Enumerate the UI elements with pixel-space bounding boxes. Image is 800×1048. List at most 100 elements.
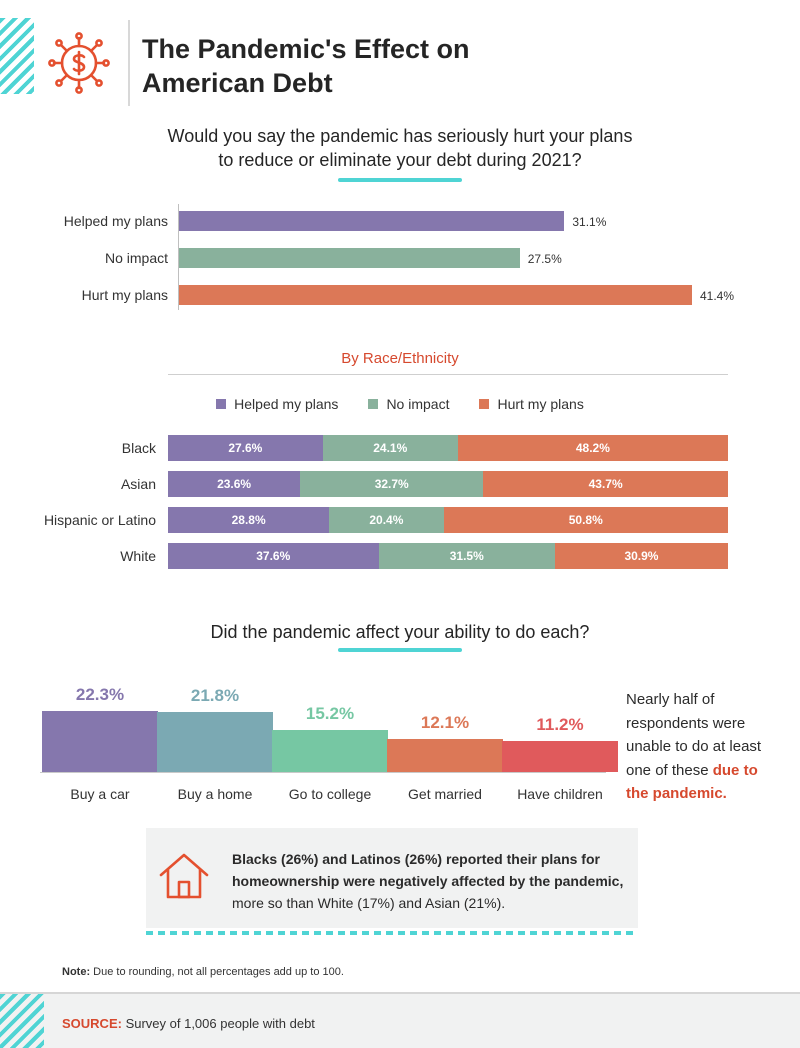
chart3-value-label: 22.3% xyxy=(75,685,125,704)
chart1-bar xyxy=(179,248,520,268)
chart3-bar xyxy=(387,738,503,772)
side-note-line-2: respondents were xyxy=(626,714,746,732)
virus-dollar-icon xyxy=(48,32,110,94)
chart3-bar xyxy=(157,712,273,772)
chart3-category-label: Get married xyxy=(408,786,482,802)
legend-label-no-impact: No impact xyxy=(386,396,450,412)
chart3-question: Did the pandemic affect your ability to … xyxy=(210,622,590,642)
race-category-label: Asian xyxy=(120,476,156,492)
callout-box xyxy=(146,828,638,928)
chart1-category-label: Hurt my plans xyxy=(81,287,168,303)
race-bar-segment: 48.2% xyxy=(457,435,728,461)
legend-swatch-helped xyxy=(216,399,227,409)
race-bar-segment: 24.1% xyxy=(322,435,458,461)
race-segment-value-label: 24.1% xyxy=(373,441,408,455)
legend-swatch-no-impact xyxy=(368,399,379,409)
footer-bar xyxy=(0,992,800,1048)
source-line: SOURCE: Survey of 1,006 people with debt xyxy=(62,1016,315,1031)
chart1-value-label: 27.5% xyxy=(527,252,562,266)
chart3-bar xyxy=(502,741,618,772)
race-chart-title: By Race/Ethnicity xyxy=(341,350,459,367)
race-bar-segment: 43.7% xyxy=(483,471,728,497)
race-bar-segment: 23.6% xyxy=(168,471,301,497)
callout-line-2: homeownership were negatively affected b… xyxy=(232,873,624,889)
page-title-line-1: The Pandemic's Effect on xyxy=(142,34,470,64)
page-title: The Pandemic's Effect on American Debt xyxy=(142,32,562,100)
callout-dotted-rule xyxy=(146,931,638,935)
chart1-question-line-1: Would you say the pandemic has seriously… xyxy=(167,126,633,146)
race-bar-segment: 37.6% xyxy=(168,543,379,569)
chart1-value-label: 41.4% xyxy=(700,289,735,303)
legend-label-helped: Helped my plans xyxy=(234,396,339,412)
legend-item-hurt: Hurt my plans xyxy=(479,396,584,412)
chart3-value-label: 15.2% xyxy=(305,704,355,724)
race-bar-segment: 50.8% xyxy=(443,507,728,533)
house-icon xyxy=(159,853,209,899)
chart1-category-label: No impact xyxy=(104,250,168,266)
race-segment-value-label: 27.6% xyxy=(228,441,263,455)
chart3-bar xyxy=(272,730,388,772)
race-segment-value-label: 43.7% xyxy=(588,477,623,491)
race-chart-rule xyxy=(168,374,728,375)
race-segment-value-label: 30.9% xyxy=(624,549,659,563)
callout-text: Blacks (26%) and Latinos (26%) reported … xyxy=(232,848,632,914)
source-label: SOURCE: xyxy=(62,1016,122,1031)
header-divider xyxy=(128,20,130,106)
side-note-line-4: one of these due to xyxy=(626,759,796,783)
footnote: Note: Due to rounding, not all percentag… xyxy=(62,966,662,978)
side-note-line-4-highlight: due to xyxy=(712,761,758,779)
chart3-baseline xyxy=(40,772,606,773)
race-segment-value-label: 20.4% xyxy=(369,513,404,527)
chart3-underline xyxy=(338,648,462,652)
side-note-line-3: unable to do at least xyxy=(626,738,762,755)
callout-line-1: Blacks (26%) and Latinos (26%) reported … xyxy=(232,851,600,867)
race-segment-value-label: 32.7% xyxy=(374,477,409,491)
race-bar-segment: 28.8% xyxy=(168,507,330,533)
chart3-value-label: 12.1% xyxy=(420,712,470,732)
legend-swatch-hurt xyxy=(479,399,490,409)
footnote-label: Note: xyxy=(62,966,91,978)
race-bar-segment: 31.5% xyxy=(378,543,555,569)
chart1-bar xyxy=(179,285,692,305)
chart3-category-label: Buy a car xyxy=(70,786,130,802)
race-bar-segment: 20.4% xyxy=(329,507,444,533)
race-segment-value-label: 31.5% xyxy=(449,549,484,563)
race-bar-segment: 27.6% xyxy=(168,435,323,461)
race-category-label: Hispanic or Latino xyxy=(43,512,156,528)
footnote-text: Due to rounding, not all percentages add… xyxy=(90,966,344,978)
callout-line-3: more so than White (17%) and Asian (21%)… xyxy=(232,895,506,911)
race-stacked-bar: 23.6% 32.7% 43.7% xyxy=(168,471,728,497)
race-segment-value-label: 48.2% xyxy=(575,441,610,455)
side-note-line-4-text: one of these xyxy=(626,761,713,779)
chart3-bar xyxy=(42,711,158,772)
race-segment-value-label: 50.8% xyxy=(568,513,603,527)
source-text: Survey of 1,006 people with debt xyxy=(121,1016,315,1031)
race-chart-legend: Helped my plans No impact Hurt my plans xyxy=(0,396,800,412)
legend-item-helped: Helped my plans xyxy=(216,396,338,412)
race-category-label: Black xyxy=(121,440,156,456)
footer-hatch-decoration xyxy=(0,994,44,1048)
race-segment-value-label: 23.6% xyxy=(217,477,252,491)
race-stacked-bar: 27.6% 24.1% 48.2% xyxy=(168,435,728,461)
chart1-underline xyxy=(338,178,462,182)
header-hatch-decoration xyxy=(0,18,34,94)
chart1-bar xyxy=(179,211,565,231)
race-stacked-bar: 37.6% 31.5% 30.9% xyxy=(168,543,728,569)
legend-item-no-impact: No impact xyxy=(368,396,449,412)
chart1-question: Would you say the pandemic has seriously… xyxy=(0,124,800,172)
chart1-axis xyxy=(178,204,179,310)
chart3-value-label: 21.8% xyxy=(190,686,240,706)
side-note-line-5-highlight: the pandemic. xyxy=(626,785,727,802)
legend-label-hurt: Hurt my plans xyxy=(497,396,584,412)
side-note: Nearly half of respondents were unable t… xyxy=(626,688,796,806)
race-segment-value-label: 28.8% xyxy=(231,513,266,527)
chart3-category-label: Go to college xyxy=(288,786,372,802)
side-note-line-1: Nearly half of xyxy=(626,691,715,708)
race-stacked-bar: 28.8% 20.4% 50.8% xyxy=(168,507,728,533)
chart3-value-label: 11.2% xyxy=(536,715,584,735)
page-title-line-2: American Debt xyxy=(142,68,333,98)
race-bar-segment: 32.7% xyxy=(300,471,484,497)
race-segment-value-label: 37.6% xyxy=(256,549,291,563)
chart3-category-label: Have children xyxy=(517,786,603,802)
chart1-value-label: 31.1% xyxy=(572,215,607,229)
